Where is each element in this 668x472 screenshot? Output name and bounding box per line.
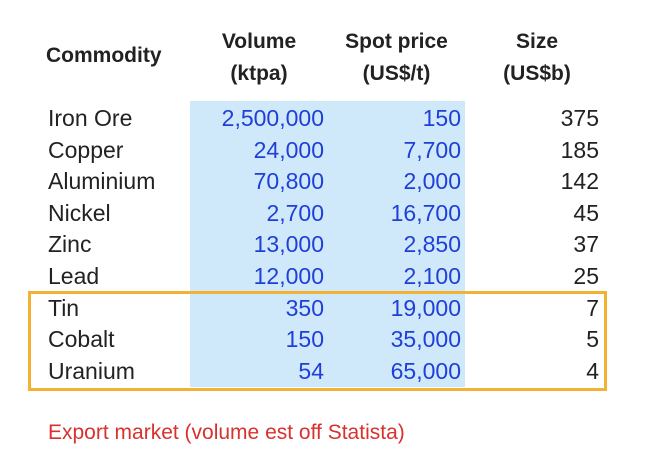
volume-cell: 24,000 [253, 136, 324, 163]
size-cell: 142 [560, 168, 599, 195]
header-price-title: Spot price [345, 30, 448, 53]
header-volume-title: Volume [221, 30, 297, 53]
header-commodity: Commodity [46, 44, 162, 67]
header-spot-price: Spot price (US$/t) [328, 26, 465, 90]
table-row: Copper 24,000 7,700 185 [0, 135, 668, 167]
commodity-cell: Nickel [48, 199, 111, 226]
table-row: Zinc 13,000 2,850 37 [0, 229, 668, 261]
size-cell: 25 [573, 262, 599, 289]
price-column-shading [328, 101, 465, 387]
price-cell: 19,000 [390, 294, 461, 321]
header-size-unit: (US$b) [503, 62, 571, 85]
volume-cell: 2,700 [266, 199, 324, 226]
header-size-title: Size [515, 30, 559, 53]
header-size: Size (US$b) [472, 26, 602, 90]
highlight-box [28, 291, 607, 391]
size-cell: 45 [573, 199, 599, 226]
commodity-cell: Cobalt [48, 326, 115, 353]
size-cell: 375 [560, 105, 599, 131]
table-body: Iron Ore 2,500,000 150 375 Copper 24,000… [0, 103, 668, 387]
price-cell: 2,100 [403, 262, 461, 289]
volume-cell: 350 [285, 294, 324, 321]
volume-cell: 150 [285, 326, 324, 353]
header-volume-unit: (ktpa) [230, 62, 288, 85]
volume-cell: 2,500,000 [221, 105, 324, 131]
price-cell: 2,850 [403, 231, 461, 258]
table-row: Cobalt 150 35,000 5 [0, 324, 668, 356]
size-cell: 4 [586, 357, 599, 384]
price-cell: 16,700 [390, 199, 461, 226]
size-cell: 5 [586, 326, 599, 353]
commodity-cell: Iron Ore [48, 105, 133, 131]
footnote: Export market (volume est off Statista) [48, 421, 405, 444]
volume-cell: 13,000 [253, 231, 324, 258]
table-row: Uranium 54 65,000 4 [0, 356, 668, 388]
price-cell: 150 [422, 105, 461, 131]
commodity-cell: Zinc [48, 231, 92, 258]
price-cell: 2,000 [403, 168, 461, 195]
header-volume: Volume (ktpa) [190, 26, 328, 90]
commodity-cell: Tin [48, 294, 80, 321]
size-cell: 7 [586, 294, 599, 321]
header-price-unit: (US$/t) [362, 62, 431, 85]
commodity-cell: Uranium [48, 357, 135, 384]
table-row: Nickel 2,700 16,700 45 [0, 198, 668, 230]
volume-cell: 54 [298, 357, 324, 384]
commodity-cell: Lead [48, 262, 100, 289]
price-cell: 7,700 [403, 136, 461, 163]
size-cell: 185 [560, 136, 599, 163]
price-cell: 35,000 [390, 326, 461, 353]
volume-cell: 70,800 [253, 168, 324, 195]
table-row: Iron Ore 2,500,000 150 375 [0, 103, 668, 135]
volume-column-shading [190, 101, 328, 387]
table-row: Aluminium 70,800 2,000 142 [0, 166, 668, 198]
size-cell: 37 [573, 231, 599, 258]
price-cell: 65,000 [390, 357, 461, 384]
commodity-cell: Copper [48, 136, 124, 163]
table-row: Lead 12,000 2,100 25 [0, 261, 668, 293]
commodity-cell: Aluminium [48, 168, 156, 195]
table-row: Tin 350 19,000 7 [0, 293, 668, 325]
volume-cell: 12,000 [253, 262, 324, 289]
